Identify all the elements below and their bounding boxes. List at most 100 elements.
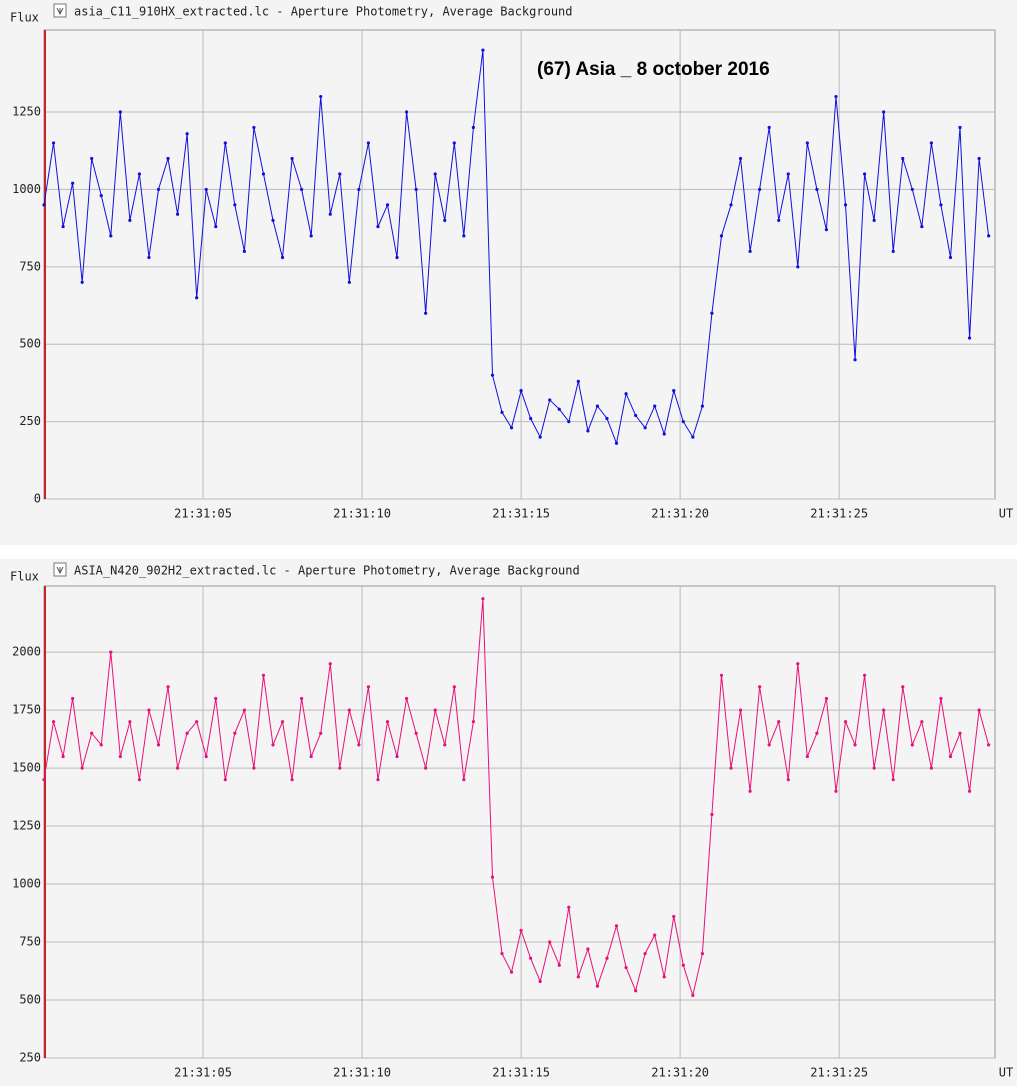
data-point [738,156,743,161]
data-point [242,249,246,253]
data-point [719,673,724,677]
data-point [824,228,829,232]
data-point [987,234,991,238]
x-tick-label: 21:31:15 [492,507,550,521]
chart-title: ASIA_N420_902H2_extracted.lc - Aperture … [74,564,580,578]
data-point [614,441,619,445]
data-point [204,754,208,759]
plot-area [43,585,996,1059]
data-point [538,435,542,439]
data-point [643,426,647,430]
data-point [385,203,390,207]
data-point [920,224,924,229]
data-point [118,754,122,759]
data-point [901,156,905,161]
data-point [328,662,332,666]
data-point [758,685,762,689]
data-point [519,389,523,393]
y-tick-label: 1250 [12,105,41,119]
data-point [223,778,227,782]
x-tick-label: 21:31:10 [333,1066,391,1080]
data-point [815,731,819,735]
data-point [843,720,848,724]
data-point [796,265,800,269]
data-point [500,410,504,414]
data-point [891,249,895,253]
data-point [958,731,962,735]
data-point [824,696,829,701]
data-point [99,743,103,747]
data-point [137,778,142,782]
data-point [500,952,504,956]
y-tick-label: 500 [19,993,41,1007]
y-tick-label: 1250 [12,819,41,833]
data-point [366,685,371,689]
data-point [653,933,657,937]
file-icon-glyph [56,566,64,575]
data-point [80,280,84,284]
data-point [805,141,809,145]
data-point [748,789,752,793]
data-point [948,255,953,260]
data-point [643,952,647,956]
data-point [71,696,75,701]
data-point [252,125,256,130]
y-tick-label: 1500 [12,761,41,775]
data-point [338,766,342,770]
data-point [99,194,103,198]
data-point [166,685,170,689]
data-point [338,172,342,176]
data-point [252,766,256,770]
x-axis-label: UT [999,1066,1013,1080]
data-point [366,141,371,145]
y-tick-label: 1000 [12,182,41,196]
data-point [309,754,313,759]
data-point [548,940,552,944]
data-point [872,218,876,222]
data-point [300,187,304,192]
data-point [185,132,189,136]
data-point [404,110,409,114]
data-point [80,766,84,770]
y-tick-label: 250 [19,414,41,428]
data-point [557,963,561,967]
data-point [729,203,733,207]
data-point [90,731,94,735]
data-point [137,172,142,176]
data-point [529,416,533,421]
data-point [567,420,571,424]
data-point [987,743,991,747]
data-point [614,924,619,928]
data-point [424,311,428,315]
data-point [529,956,533,960]
data-point [214,224,218,229]
data-point [61,224,65,229]
data-point [462,234,466,238]
data-point [481,597,485,601]
data-point [777,218,781,222]
data-point [404,696,409,701]
y-tick-label: 2000 [12,645,41,659]
data-point [195,296,199,300]
y-tick-label: 750 [19,935,41,949]
data-point [452,141,456,145]
data-point [261,172,266,176]
y-tick-label: 750 [19,259,41,273]
data-point [443,743,447,747]
plot-area [43,29,996,500]
data-point [691,435,695,439]
data-point [777,720,781,724]
annotation: (67) Asia _ 8 october 2016 [537,59,770,80]
data-point [433,708,437,712]
data-point [395,754,399,759]
data-point [586,947,590,951]
data-point [328,212,332,216]
data-point [42,778,46,782]
data-point [595,984,600,988]
series-line [43,50,990,446]
data-point [605,956,609,960]
data-point [490,875,495,879]
y-tick-label: 0 [34,492,41,506]
